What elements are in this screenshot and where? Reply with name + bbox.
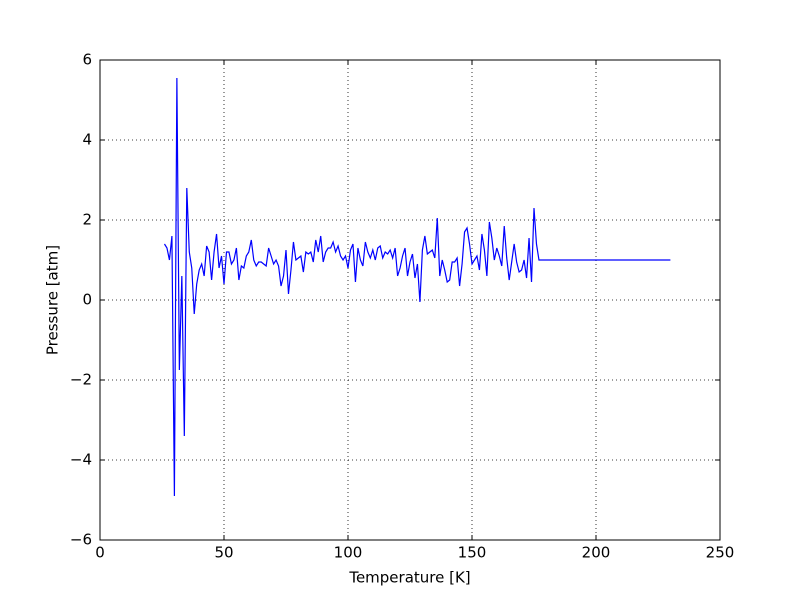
y-tick-label: 2 bbox=[82, 211, 92, 229]
y-tick-label: −2 bbox=[70, 371, 92, 389]
x-tick-label: 200 bbox=[582, 544, 611, 562]
x-tick-label: 50 bbox=[214, 544, 233, 562]
y-tick-label: −4 bbox=[70, 451, 92, 469]
y-tick-label: 6 bbox=[82, 51, 92, 69]
x-tick-label: 250 bbox=[706, 544, 735, 562]
y-tick-label: −6 bbox=[70, 531, 92, 549]
y-tick-label: 4 bbox=[82, 131, 92, 149]
y-tick-label: 0 bbox=[82, 291, 92, 309]
x-tick-label: 150 bbox=[458, 544, 487, 562]
x-axis-label: Temperature [K] bbox=[348, 569, 470, 587]
data-line bbox=[163, 77, 671, 497]
y-axis-label: Pressure [atm] bbox=[44, 245, 62, 355]
x-tick-label: 0 bbox=[95, 544, 105, 562]
x-tick-label: 100 bbox=[334, 544, 363, 562]
